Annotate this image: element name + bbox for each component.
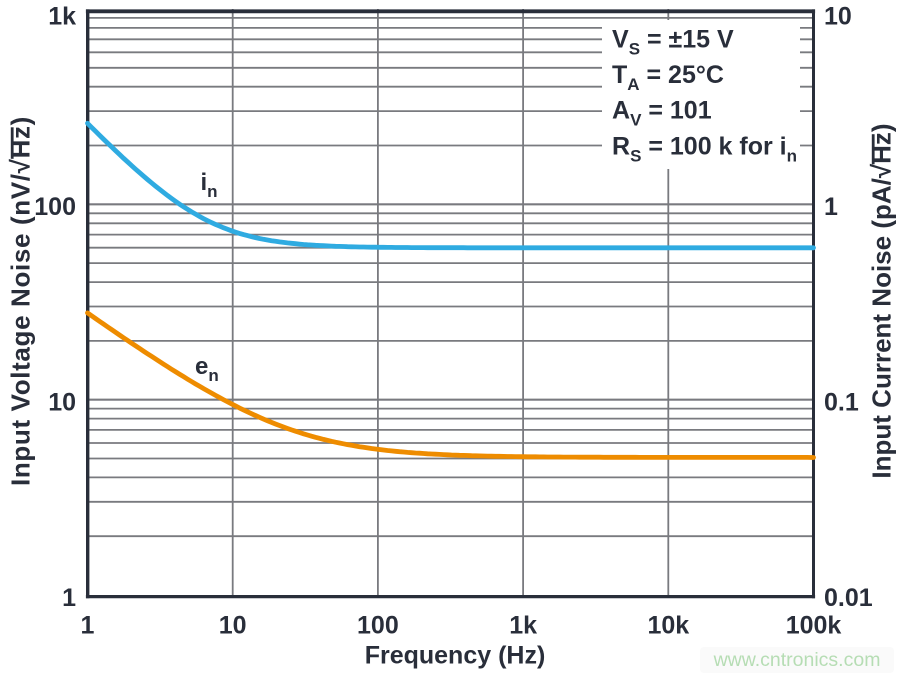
svg-text:1k: 1k (509, 612, 537, 640)
svg-text:100k: 100k (786, 612, 842, 640)
svg-text:1k: 1k (48, 2, 76, 30)
svg-text:1: 1 (62, 584, 76, 612)
svg-text:www.cntronics.com: www.cntronics.com (713, 649, 881, 671)
svg-text:100: 100 (34, 193, 76, 221)
svg-text:100: 100 (357, 612, 399, 640)
svg-text:TA = 25°C: TA = 25°C (612, 61, 724, 94)
svg-text:AV = 101: AV = 101 (612, 97, 712, 130)
svg-text:10: 10 (48, 389, 76, 417)
svg-text:1: 1 (81, 612, 95, 640)
svg-text:0.01: 0.01 (824, 584, 873, 612)
svg-text:10k: 10k (647, 612, 689, 640)
svg-text:1: 1 (824, 193, 838, 221)
svg-text:10: 10 (824, 2, 852, 30)
svg-text:Input Current Noise (pA/√Hz): Input Current Noise (pA/√Hz) (867, 123, 897, 478)
svg-text:Frequency (Hz): Frequency (Hz) (365, 642, 546, 670)
svg-text:10: 10 (219, 612, 247, 640)
svg-text:RS = 100 k for in: RS = 100 k for in (612, 133, 797, 166)
svg-text:Input Voltage Noise (nV/√Hz): Input Voltage Noise (nV/√Hz) (6, 116, 36, 486)
svg-text:0.1: 0.1 (824, 389, 859, 417)
